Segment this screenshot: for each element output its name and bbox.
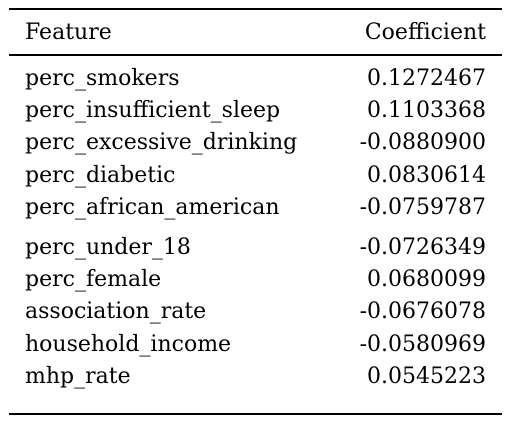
bottom-rule xyxy=(9,413,502,415)
row-coefficient: -0.0726349 xyxy=(359,235,486,260)
row-feature: perc_under_18 xyxy=(25,235,191,260)
row-coefficient: 0.0545223 xyxy=(367,363,486,389)
row-feature: perc_diabetic xyxy=(25,162,176,188)
row-feature: perc_african_american xyxy=(25,194,280,220)
row-coefficient: 0.0680099 xyxy=(367,267,486,293)
row-coefficient: -0.0880900 xyxy=(359,130,486,156)
header-feature: Feature xyxy=(25,20,112,45)
row-coefficient: 0.1272467 xyxy=(367,66,486,91)
row-feature: perc_insufficient_sleep xyxy=(25,98,281,124)
header-coefficient: Coefficient xyxy=(364,20,486,45)
row-feature: association_rate xyxy=(25,299,207,325)
row-coefficient: -0.0676078 xyxy=(359,299,486,325)
top-rule xyxy=(9,8,502,10)
row-coefficient: -0.0759787 xyxy=(359,194,486,220)
row-feature: perc_excessive_drinking xyxy=(25,130,298,156)
row-coefficient: 0.1103368 xyxy=(367,98,486,124)
row-coefficient: 0.0830614 xyxy=(367,162,486,188)
row-coefficient: -0.0580969 xyxy=(359,331,486,357)
row-feature: household_income xyxy=(25,331,232,357)
row-feature: perc_female xyxy=(25,267,162,293)
row-feature: mhp_rate xyxy=(25,363,131,389)
header-rule xyxy=(9,54,502,56)
row-feature: perc_smokers xyxy=(25,66,180,91)
